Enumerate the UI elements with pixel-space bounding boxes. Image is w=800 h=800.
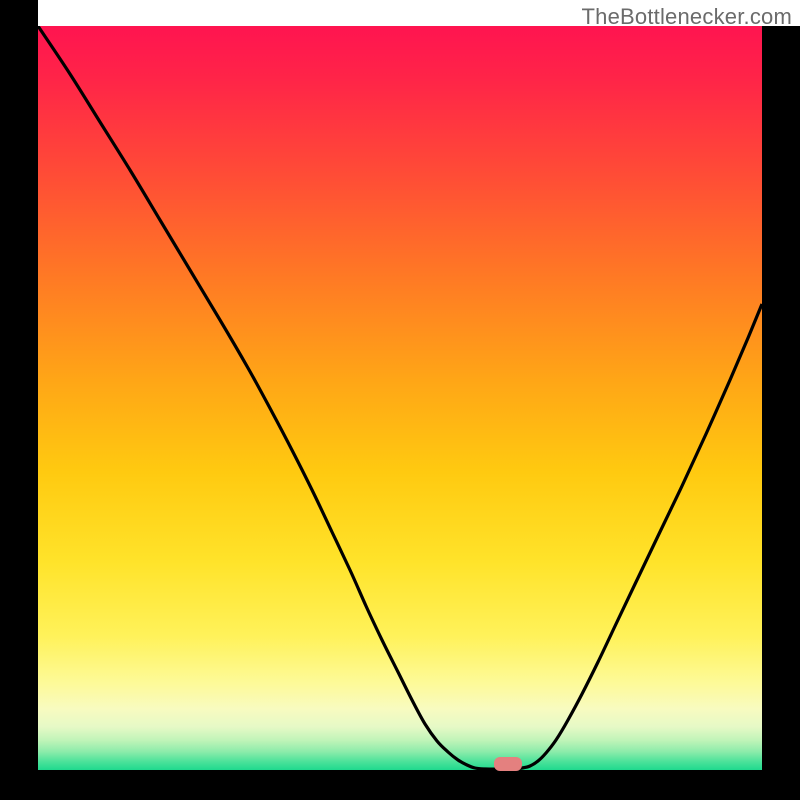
optimum-marker <box>494 757 522 771</box>
frame-bottom <box>0 770 800 800</box>
plot-background <box>38 26 762 770</box>
frame-left <box>0 0 38 800</box>
watermark-text: TheBottlenecker.com <box>582 4 792 30</box>
frame-right <box>762 26 800 800</box>
chart-svg <box>0 0 800 800</box>
chart-stage: TheBottlenecker.com <box>0 0 800 800</box>
